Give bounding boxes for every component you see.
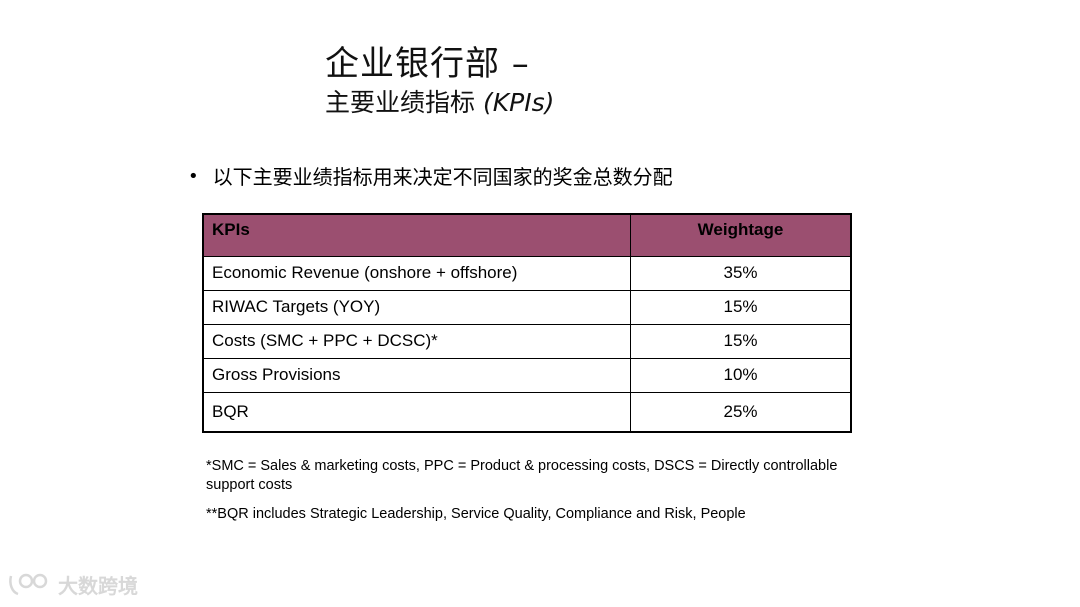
slide-title: 企业银行部 – 主要业绩指标 (KPIs) [325,40,554,118]
table-header-row: KPIs Weightage [202,213,852,257]
title-line-2: 主要业绩指标 (KPIs) [325,88,554,118]
title-line-1: 企业银行部 – [325,44,530,84]
weight-cell: 15% [630,289,852,325]
table-row: Gross Provisions 10% [202,357,852,393]
footnote-smc: *SMC = Sales & marketing costs, PPC = Pr… [206,458,838,493]
header-weightage: Weightage [630,213,852,257]
kpi-cell: Gross Provisions [202,357,631,393]
header-kpis: KPIs [202,213,631,257]
watermark-logo-icon [9,573,48,595]
footnote-bqr: **BQR includes Strategic Leadership, Ser… [206,506,746,522]
kpi-cell: Costs (SMC + PPC + DCSC)* [202,323,631,359]
kpi-cell: RIWAC Targets (YOY) [202,289,631,325]
kpi-table: KPIs Weightage Economic Revenue (onshore… [202,213,852,433]
kpi-cell: BQR [202,391,631,433]
weight-cell: 25% [630,391,852,433]
bullet-point: • 以下主要业绩指标用来决定不同国家的奖金总数分配 [188,163,673,191]
weight-cell: 15% [630,323,852,359]
footnotes: *SMC = Sales & marketing costs, PPC = Pr… [206,457,846,534]
title-line-2-suffix: (KPIs) [482,88,555,117]
weight-cell: 10% [630,357,852,393]
table-row: BQR 25% [202,391,852,433]
watermark-text: 大数跨境 [58,574,138,598]
bullet-text: 以下主要业绩指标用来决定不同国家的奖金总数分配 [212,165,673,189]
table-row: RIWAC Targets (YOY) 15% [202,289,852,325]
watermark: 大数跨境 [8,570,138,599]
bullet-dot-icon: • [188,166,199,187]
kpi-cell: Economic Revenue (onshore + offshore) [202,255,631,291]
table-row: Costs (SMC + PPC + DCSC)* 15% [202,323,852,359]
weight-cell: 35% [630,255,852,291]
title-line-2-chinese: 主要业绩指标 [325,88,476,117]
table-row: Economic Revenue (onshore + offshore) 35… [202,255,852,291]
